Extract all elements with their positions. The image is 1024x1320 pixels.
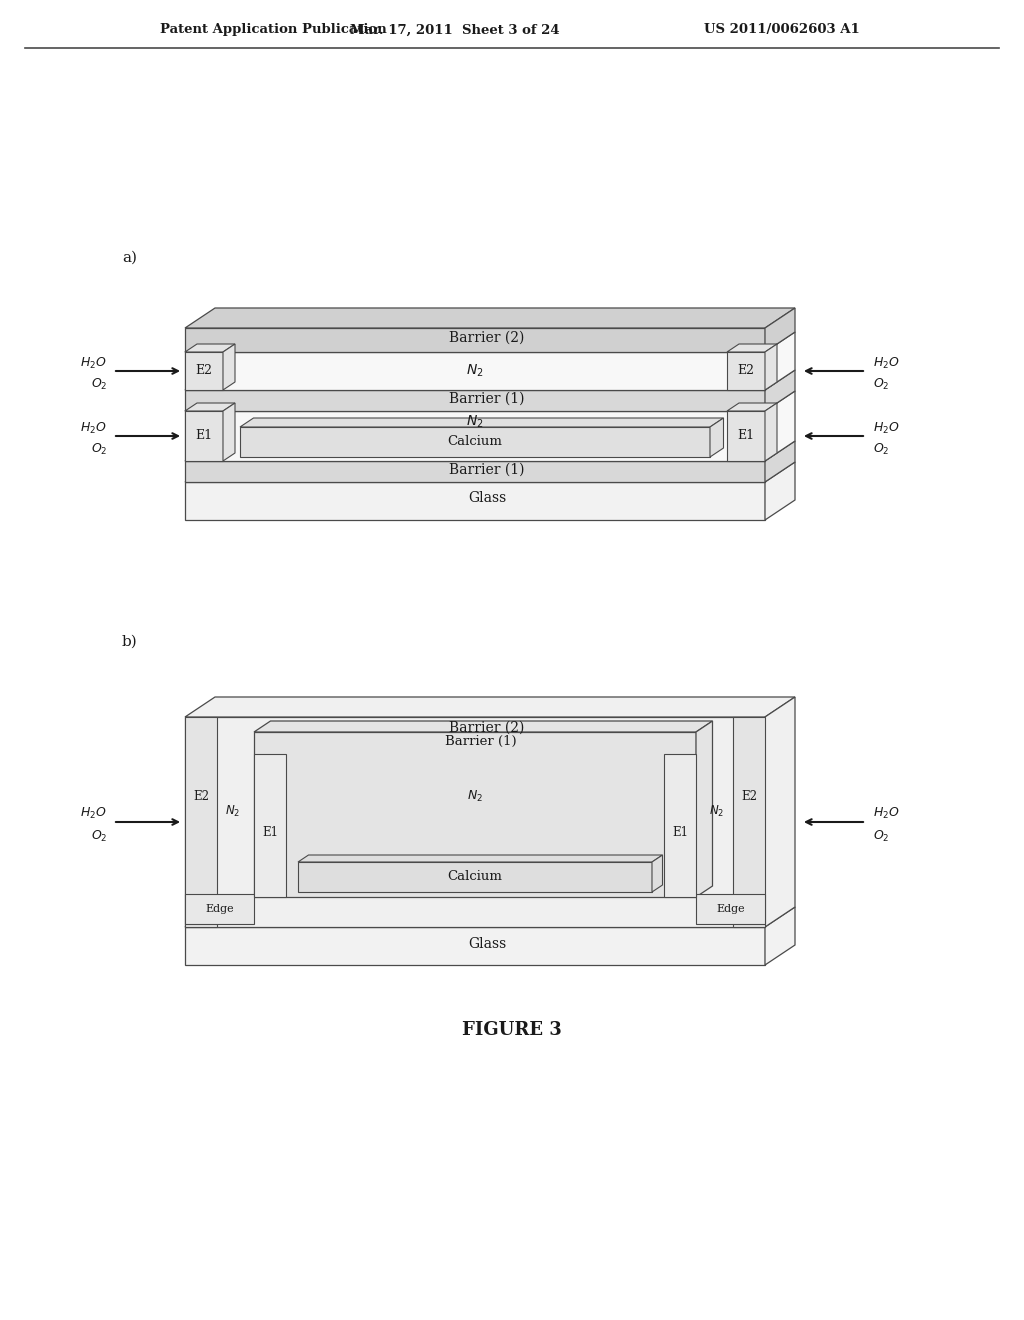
Text: E2: E2	[193, 791, 209, 804]
Polygon shape	[765, 345, 777, 389]
Text: $H_2O$: $H_2O$	[873, 421, 900, 436]
Text: $N_2$: $N_2$	[466, 413, 483, 430]
Polygon shape	[185, 461, 765, 482]
Polygon shape	[185, 370, 795, 389]
Text: Edge: Edge	[205, 904, 233, 913]
Polygon shape	[254, 733, 696, 898]
Text: E1: E1	[737, 429, 755, 442]
Text: $H_2O$: $H_2O$	[80, 421, 106, 436]
Polygon shape	[765, 462, 795, 520]
Polygon shape	[185, 907, 795, 927]
Text: $O_2$: $O_2$	[873, 441, 890, 457]
Polygon shape	[185, 482, 765, 520]
Polygon shape	[185, 403, 234, 411]
Polygon shape	[240, 426, 710, 457]
Text: $N_2$: $N_2$	[466, 363, 483, 379]
Text: $N_2$: $N_2$	[467, 789, 483, 804]
Text: Calcium: Calcium	[447, 870, 503, 883]
Polygon shape	[765, 391, 795, 461]
Polygon shape	[765, 370, 795, 411]
Text: $H_2O$: $H_2O$	[873, 355, 900, 371]
Text: $H_2O$: $H_2O$	[80, 355, 106, 371]
Polygon shape	[710, 418, 724, 457]
Text: $O_2$: $O_2$	[90, 441, 106, 457]
Polygon shape	[185, 345, 234, 352]
Polygon shape	[185, 308, 795, 327]
Polygon shape	[727, 411, 765, 461]
Polygon shape	[765, 907, 795, 965]
Text: Glass: Glass	[468, 491, 506, 506]
Polygon shape	[223, 403, 234, 461]
Polygon shape	[727, 352, 765, 389]
Text: a): a)	[122, 251, 137, 265]
Text: $O_2$: $O_2$	[90, 376, 106, 392]
Text: $H_2O$: $H_2O$	[80, 805, 106, 821]
Text: $N_2$: $N_2$	[710, 804, 725, 818]
Text: $O_2$: $O_2$	[90, 829, 106, 843]
Text: FIGURE 3: FIGURE 3	[462, 1020, 562, 1039]
Polygon shape	[696, 721, 713, 898]
Text: Barrier (1): Barrier (1)	[445, 735, 516, 748]
Polygon shape	[765, 697, 795, 927]
Polygon shape	[254, 721, 713, 733]
Text: Edge: Edge	[716, 904, 744, 913]
Polygon shape	[765, 333, 795, 389]
Polygon shape	[185, 697, 795, 717]
Text: b): b)	[122, 635, 138, 649]
Polygon shape	[696, 894, 765, 924]
Polygon shape	[185, 333, 795, 352]
Text: E1: E1	[262, 826, 278, 840]
Polygon shape	[298, 862, 652, 892]
Polygon shape	[733, 717, 765, 927]
Polygon shape	[652, 855, 663, 892]
Text: Barrier (2): Barrier (2)	[450, 721, 524, 735]
Text: Barrier (1): Barrier (1)	[450, 392, 524, 405]
Polygon shape	[185, 717, 217, 927]
Text: Barrier (2): Barrier (2)	[450, 331, 524, 345]
Text: $N_2$: $N_2$	[225, 804, 241, 818]
Polygon shape	[298, 855, 663, 862]
Text: E2: E2	[741, 791, 757, 804]
Polygon shape	[727, 403, 777, 411]
Polygon shape	[765, 441, 795, 482]
Text: E2: E2	[737, 364, 755, 378]
Polygon shape	[664, 754, 696, 898]
Polygon shape	[185, 894, 254, 924]
Text: US 2011/0062603 A1: US 2011/0062603 A1	[705, 24, 860, 37]
Text: Glass: Glass	[468, 937, 506, 950]
Text: E1: E1	[196, 429, 213, 442]
Polygon shape	[765, 403, 777, 461]
Polygon shape	[765, 308, 795, 352]
Text: Barrier (1): Barrier (1)	[450, 462, 524, 477]
Polygon shape	[185, 411, 765, 461]
Text: Patent Application Publication: Patent Application Publication	[160, 24, 387, 37]
Polygon shape	[223, 345, 234, 389]
Polygon shape	[185, 441, 795, 461]
Polygon shape	[727, 345, 777, 352]
Polygon shape	[185, 327, 765, 352]
Polygon shape	[240, 418, 724, 426]
Polygon shape	[185, 389, 765, 411]
Polygon shape	[185, 927, 765, 965]
Text: Calcium: Calcium	[447, 436, 503, 449]
Polygon shape	[185, 352, 765, 389]
Polygon shape	[185, 391, 795, 411]
Text: $H_2O$: $H_2O$	[873, 805, 900, 821]
Text: E2: E2	[196, 364, 213, 378]
Polygon shape	[185, 717, 765, 927]
Polygon shape	[185, 411, 223, 461]
Text: $O_2$: $O_2$	[873, 376, 890, 392]
Text: E1: E1	[672, 826, 688, 840]
Polygon shape	[185, 462, 795, 482]
Text: $O_2$: $O_2$	[873, 829, 890, 843]
Text: Mar. 17, 2011  Sheet 3 of 24: Mar. 17, 2011 Sheet 3 of 24	[350, 24, 560, 37]
Polygon shape	[185, 352, 223, 389]
Polygon shape	[254, 754, 286, 898]
